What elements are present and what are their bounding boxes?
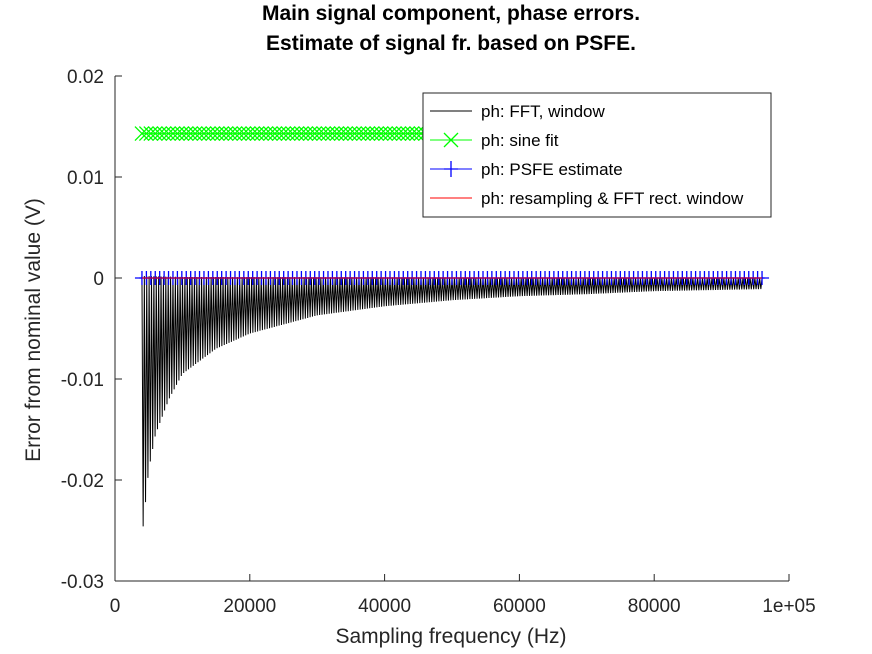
- y-tick-label: -0.03: [61, 572, 104, 593]
- y-tick-label: -0.01: [61, 370, 104, 391]
- tick-labels: 0 20000 40000 60000 80000 1e+05 -0.03 -0.02 -0.0…: [61, 67, 816, 617]
- x-axis-label: Sampling frequency (Hz): [335, 625, 566, 648]
- y-axis-label: Error from nominal value (V): [22, 198, 45, 462]
- chart-title-line-1: Main signal component, phase errors.: [262, 2, 640, 25]
- y-tick-label: 0.02: [67, 67, 104, 88]
- y-tick-label: 0.01: [67, 168, 104, 189]
- legend-label-3: ph: resampling & FFT rect. window: [481, 189, 744, 208]
- x-tick-label: 60000: [493, 596, 546, 617]
- legend-label-0: ph: FFT, window: [481, 102, 605, 121]
- y-tick-label: -0.02: [61, 471, 104, 492]
- x-tick-label: 80000: [628, 596, 681, 617]
- x-tick-label: 40000: [358, 596, 411, 617]
- x-tick-label: 1e+05: [762, 596, 815, 617]
- legend-box: [422, 92, 772, 218]
- legend-marker-plus: [444, 161, 458, 177]
- legend-label-2: ph: PSFE estimate: [481, 160, 623, 179]
- legend-marker-x: [443, 132, 459, 148]
- y-tick-label: 0: [93, 269, 104, 290]
- axes: [114, 75, 790, 582]
- chart-title-line-2: Estimate of signal fr. based on PSFE.: [266, 32, 636, 55]
- legend: ph: FFT, window ph: sine fit ph: PSFE esti…: [422, 92, 772, 218]
- legend-label-1: ph: sine fit: [481, 131, 559, 150]
- series-fft-window-line: [141, 275, 763, 527]
- x-tick-label: 0: [110, 596, 121, 617]
- x-tick-label: 20000: [223, 596, 276, 617]
